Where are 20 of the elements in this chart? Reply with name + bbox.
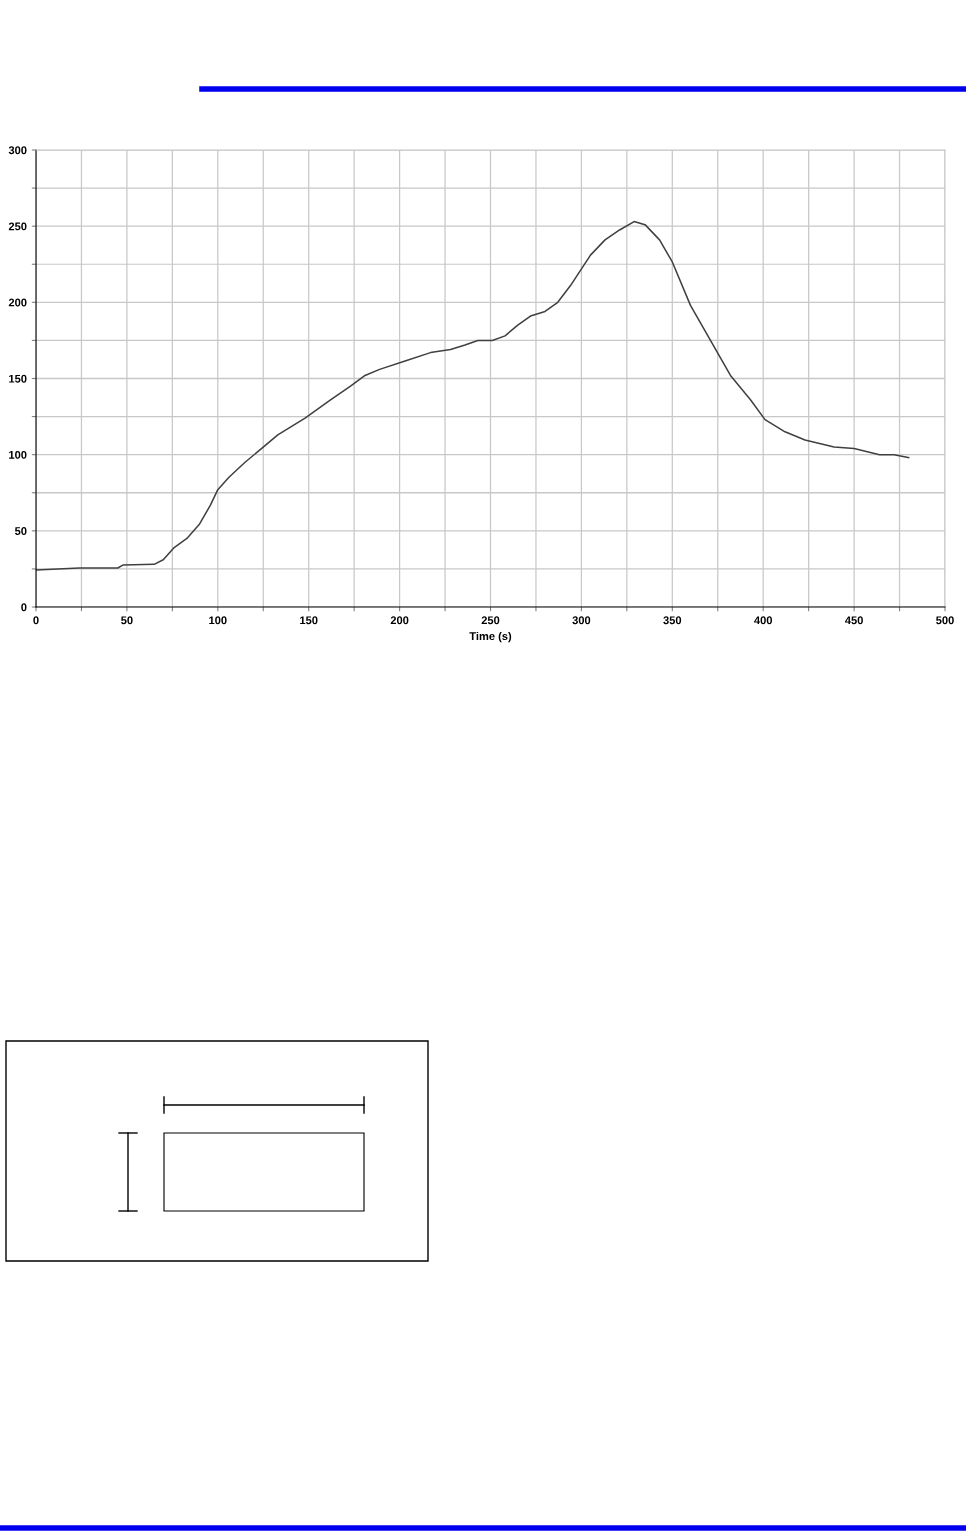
x-tick-label: 200 [390, 616, 409, 625]
x-tick-label: 300 [572, 616, 591, 625]
x-tick-label: 450 [845, 616, 863, 625]
y-tick-label: 50 [14, 527, 27, 535]
x-axis-title: Time (s) [469, 631, 512, 643]
x-tick-label: 0 [33, 616, 39, 625]
x-tick-label: 400 [754, 616, 773, 625]
x-tick-label: 50 [121, 616, 133, 625]
y-tick-label: 100 [9, 450, 27, 459]
line-series [36, 220, 910, 571]
x-tick-label: 350 [663, 616, 682, 625]
y-tick-label: 250 [8, 222, 27, 231]
x-tick-label: 100 [209, 616, 227, 625]
x-tick-label: 250 [481, 616, 500, 625]
y-tick-label: 300 [8, 146, 27, 155]
x-tick-label: 500 [936, 616, 954, 625]
y-tick-label: 150 [9, 374, 27, 383]
y-tick-label: 0 [21, 603, 27, 612]
y-tick-label: 200 [8, 298, 27, 307]
x-tick-label: 150 [300, 616, 318, 625]
